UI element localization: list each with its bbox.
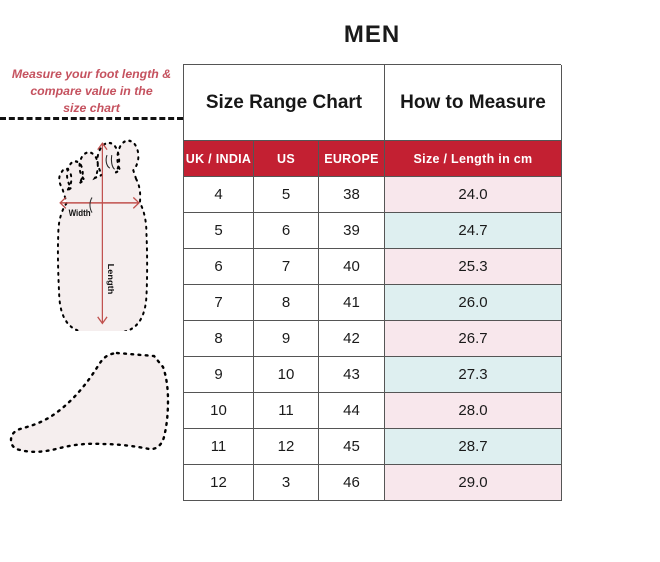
svg-text:Length: Length xyxy=(106,264,115,295)
svg-text:Width: Width xyxy=(69,207,91,218)
